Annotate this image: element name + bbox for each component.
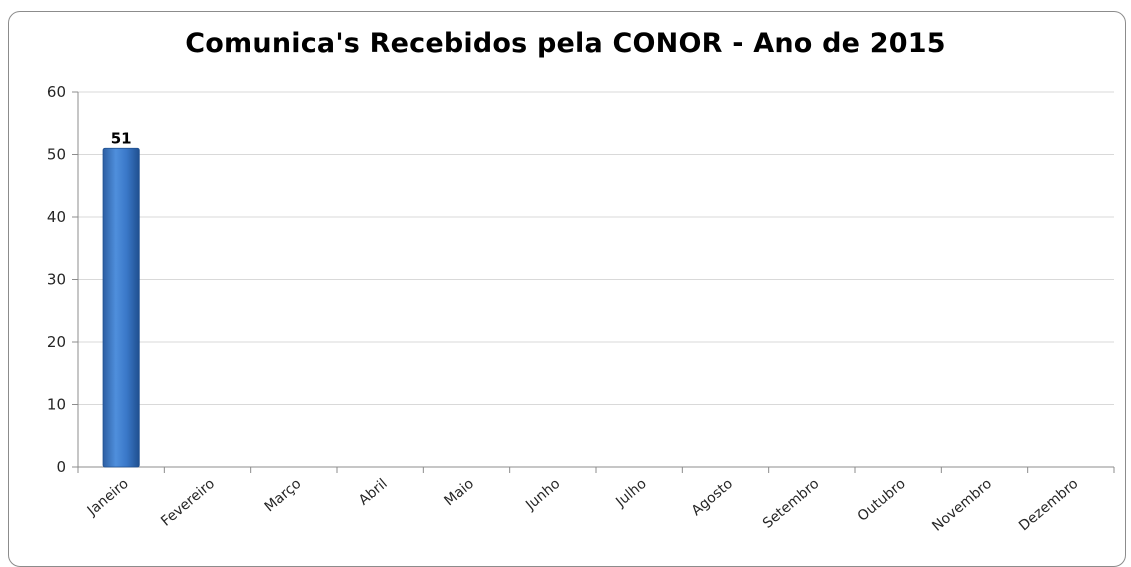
x-tick-label: Março [262,476,305,515]
y-tick-label: 0 [56,458,66,476]
chart-title: Comunica's Recebidos pela CONOR - Ano de… [185,28,946,59]
y-tick-label: 10 [47,396,66,414]
y-tick-label: 20 [47,333,66,351]
x-tick-label: Maio [441,476,477,510]
data-label: 51 [111,129,132,147]
x-tick-label: Junho [522,476,563,514]
x-tick-label: Janeiro [84,476,132,520]
y-tick-label: 40 [47,208,66,226]
x-tick-label: Agosto [689,476,736,519]
axes [72,91,1115,473]
bars [102,147,140,468]
x-tick-label: Julho [612,476,649,511]
x-tick-label: Abril [356,476,391,509]
x-tick-label: Outubro [855,476,909,525]
x-tick-label: Novembro [929,476,995,535]
bar-janeiro [102,147,140,468]
gridlines [78,91,1114,405]
x-tick-label: Dezembro [1016,476,1081,534]
x-tick-label: Setembro [760,476,822,532]
y-tick-label: 30 [47,271,66,289]
y-tick-label: 50 [47,146,66,164]
chart-frame [8,11,1126,567]
y-tick-label: 60 [47,83,66,101]
x-tick-label: Fevereiro [158,476,218,530]
